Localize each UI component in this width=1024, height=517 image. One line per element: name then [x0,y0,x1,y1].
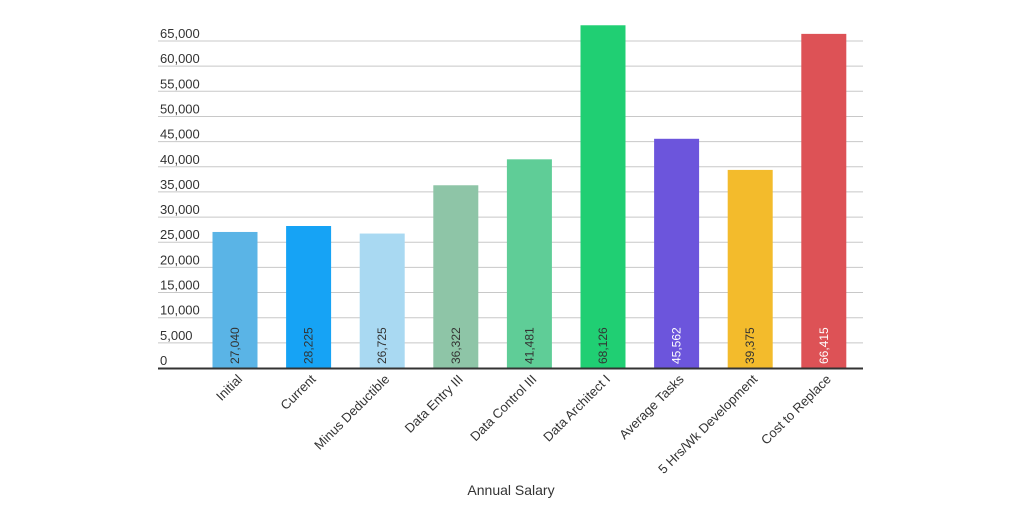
y-tick-label: 0 [160,353,167,368]
data-label: 66,415 [817,327,831,364]
bar [359,233,405,368]
y-tick-label: 40,000 [160,152,200,167]
y-tick-label: 10,000 [160,303,200,318]
bar [654,138,700,368]
bar [433,185,479,368]
y-tick-label: 65,000 [160,26,200,41]
bar [580,25,626,369]
y-tick-label: 15,000 [160,278,200,293]
data-label: 27,040 [228,327,242,364]
y-axis-ticks: 0 5,000 10,000 15,000 20,000 25,000 30,000 35,0… [160,26,200,368]
y-tick-label: 30,000 [160,202,200,217]
x-axis-title: Annual Salary [467,482,554,498]
data-label: 39,375 [743,327,757,364]
x-category-label: Cost to Replace [758,372,834,448]
bar [506,159,552,368]
x-category-label: Data Architect I [540,372,613,445]
data-label: 28,225 [302,327,316,364]
y-tick-label: 50,000 [160,101,200,116]
data-label: 45,562 [670,327,684,364]
y-tick-label: 45,000 [160,127,200,142]
bar [727,169,773,368]
x-category-label: Minus Deductible [311,372,392,453]
bars [212,25,847,369]
y-tick-label: 25,000 [160,227,200,242]
bar [801,33,847,368]
x-category-label: Initial [213,371,245,403]
y-tick-label: 60,000 [160,51,200,66]
data-label: 41,481 [522,327,536,364]
data-labels: 27,040 28,225 26,725 36,322 41,481 68,126 45,5… [228,327,831,364]
bar [286,226,332,368]
x-category-label: Average Tasks [616,371,687,442]
y-tick-label: 20,000 [160,252,200,267]
x-category-label: Data Control III [467,372,539,444]
data-label: 26,725 [375,327,389,364]
x-category-label: Data Entry III [402,372,466,436]
bar [212,231,258,368]
y-tick-label: 35,000 [160,177,200,192]
data-label: 68,126 [596,327,610,364]
y-tick-label: 55,000 [160,76,200,91]
x-category-label: Current [277,371,319,413]
y-tick-label: 5,000 [160,328,193,343]
data-label: 36,322 [449,327,463,364]
